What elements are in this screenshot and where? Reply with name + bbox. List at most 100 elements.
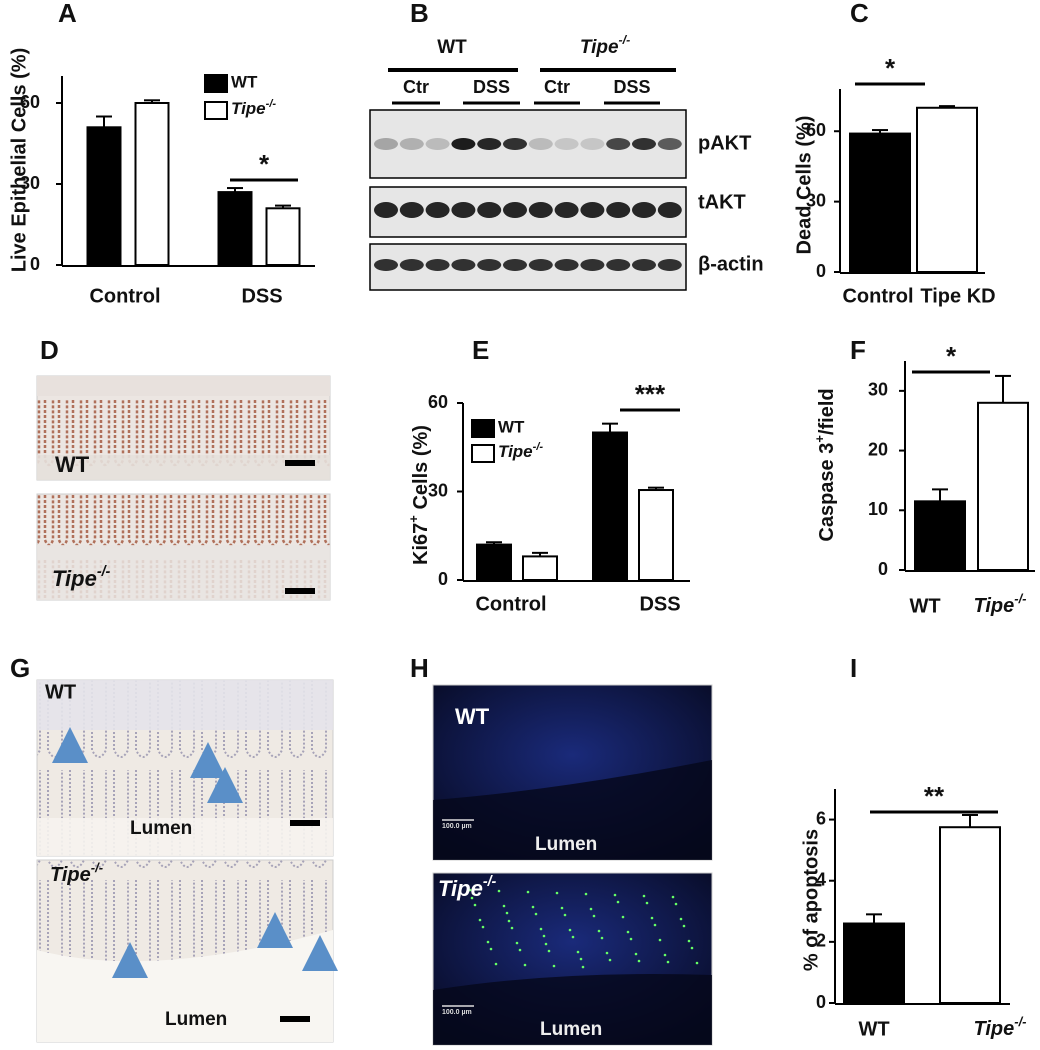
blot-band (399, 138, 424, 150)
y-tick-label: 0 (816, 992, 826, 1012)
fluorescent-spot (571, 935, 575, 939)
fluorescent-spot (637, 959, 641, 963)
panel-label: D (40, 335, 59, 365)
legend-label: WT (231, 72, 258, 91)
y-tick-label: 6 (816, 808, 826, 828)
blot-band (374, 202, 398, 218)
blot-band (425, 259, 450, 271)
bar (843, 922, 905, 1004)
blot-band (477, 138, 502, 150)
bar (939, 826, 1001, 1005)
blot-protein-label: β-actin (698, 253, 764, 275)
blot-band (657, 259, 682, 271)
blot-band (606, 138, 631, 150)
blot-band (451, 202, 476, 218)
y-axis-label: Ki67+ Cells (%) (406, 425, 432, 565)
x-tick-label: Control (475, 593, 546, 615)
fluorescent-spot (650, 916, 654, 920)
image-label: Lumen (535, 834, 597, 855)
fluorescent-spot (515, 941, 519, 945)
fluorescent-spot (579, 957, 583, 961)
fluorescent-spot (674, 902, 678, 906)
y-axis-label-part: Ki67 (410, 523, 432, 565)
blot-band (451, 259, 476, 271)
y-tick-label: 2 (816, 931, 826, 951)
panel-label: H (410, 653, 429, 683)
fluorescent-spot (600, 936, 604, 940)
fluorescent-spot (555, 891, 559, 895)
blot-group-label: Tipe-/- (580, 33, 630, 58)
blot-band (477, 202, 502, 218)
scale-bar-label: 100.0 µm (442, 823, 472, 830)
y-tick-label: 30 (868, 380, 888, 400)
fluorescent-spot (497, 889, 501, 893)
bar (592, 431, 628, 581)
bar (86, 126, 122, 266)
error-bar (939, 105, 955, 108)
bar (849, 132, 911, 273)
fluorescent-spot (679, 917, 683, 921)
fluorescent-spot (642, 894, 646, 898)
fluorescent-spot (613, 893, 617, 897)
fluorescent-spot (581, 965, 585, 969)
error-bar (486, 541, 502, 545)
fluorescent-spot (502, 904, 506, 908)
fluorescent-spot (552, 964, 556, 968)
image-label: WT (45, 681, 76, 703)
blot-band (580, 202, 605, 218)
fluorescent-spot (523, 963, 527, 967)
x-tick-label: WT (909, 595, 940, 617)
tissue-overlay (37, 545, 330, 600)
x-tick-label: Control (842, 285, 913, 307)
fluorescent-spot (621, 915, 625, 919)
fluorescent-spot (695, 961, 699, 965)
significance-label: * (885, 53, 896, 83)
blot-band (632, 138, 656, 150)
blot-band (503, 202, 527, 218)
fluorescent-spot (539, 927, 543, 931)
blot-condition-label: DSS (473, 77, 510, 97)
image-label: Lumen (540, 1019, 602, 1040)
blot-band (399, 202, 424, 218)
fluorescent-spot (597, 929, 601, 933)
y-axis-label-part: /field (816, 388, 838, 435)
y-tick-label: 60 (806, 120, 826, 140)
blot-band (657, 202, 682, 218)
x-tick-label: Tipe-/- (973, 1014, 1026, 1040)
legend-label: WT (498, 417, 525, 436)
x-tick-label-part: -/- (1014, 591, 1026, 606)
y-tick-label: 60 (20, 92, 40, 112)
fluorescent-spot (682, 924, 686, 928)
y-axis-label-part: + (406, 515, 421, 523)
tissue-overlay (37, 680, 333, 730)
error-bar (962, 813, 978, 828)
y-axis-label-part: + (812, 435, 827, 443)
y-tick-label: 30 (806, 190, 826, 210)
blot-band (503, 259, 527, 271)
x-tick-label: DSS (241, 285, 282, 307)
bar (217, 191, 253, 267)
error-bar (648, 486, 664, 491)
fluorescent-spot (653, 923, 657, 927)
fluorescent-spot (507, 919, 511, 923)
panel-label: C (850, 0, 869, 28)
image-label-part: -/- (483, 874, 497, 890)
error-bar (866, 913, 882, 924)
scale-bar (285, 588, 315, 594)
blot-band (528, 202, 553, 218)
blot-band (657, 138, 682, 150)
significance-label: * (259, 149, 270, 179)
fluorescent-spot (505, 911, 509, 915)
fluorescent-spot (534, 912, 538, 916)
significance-label: *** (635, 379, 666, 409)
fluorescent-spot (473, 903, 477, 907)
blot-band (554, 202, 579, 218)
blot-band (374, 138, 398, 150)
fluorescent-spot (547, 949, 551, 953)
image-label-part: Tipe (52, 566, 97, 591)
image-label-part: -/- (97, 564, 111, 580)
image-label-part: Tipe (50, 864, 91, 886)
fluorescent-spot (645, 901, 649, 905)
legend-label-part: Tipe (231, 99, 266, 118)
